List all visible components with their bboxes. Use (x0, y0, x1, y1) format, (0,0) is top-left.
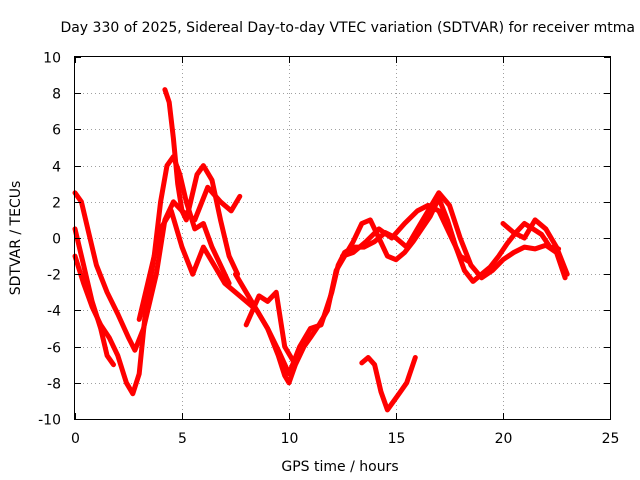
x-tick-label: 5 (178, 431, 187, 447)
x-tick-label: 25 (602, 431, 620, 447)
y-tick-label: 8 (52, 87, 61, 103)
y-axis-label: SDTVAR / TECUs (8, 181, 24, 296)
series-track-1 (72, 184, 243, 353)
series-track-3 (72, 226, 116, 368)
chart-title: Day 330 of 2025, Sidereal Day-to-day VTE… (60, 20, 635, 36)
y-tick-label: 2 (52, 196, 61, 212)
series-track-7 (359, 355, 418, 413)
y-tick-label: 4 (52, 160, 61, 176)
series-track-4 (162, 87, 241, 277)
series-track-9 (340, 202, 472, 264)
y-tick-label: -8 (47, 377, 61, 393)
y-tick-label: -2 (47, 268, 61, 284)
series-group (72, 87, 570, 413)
x-tick-label: 0 (71, 431, 80, 447)
y-tick-label: 10 (43, 51, 61, 67)
series-track-5 (136, 190, 568, 377)
x-tick-label: 15 (388, 431, 406, 447)
axis-ticks: 0 5 10 15 20 25 -10 -8 -6 -4 -2 0 2 4 6 8 10 (38, 51, 619, 448)
y-tick-label: 6 (52, 123, 61, 139)
y-tick-label: -6 (47, 341, 61, 357)
series-track-10 (500, 217, 570, 277)
series-track-8 (243, 289, 296, 364)
series-track-6 (233, 195, 562, 386)
x-tick-label: 20 (495, 431, 513, 447)
y-tick-label: -4 (47, 304, 61, 320)
x-tick-label: 10 (281, 431, 299, 447)
x-axis-label: GPS time / hours (281, 459, 398, 475)
y-tick-label: 0 (52, 232, 61, 248)
plot-frame (74, 56, 611, 420)
y-tick-label: -10 (38, 413, 61, 429)
